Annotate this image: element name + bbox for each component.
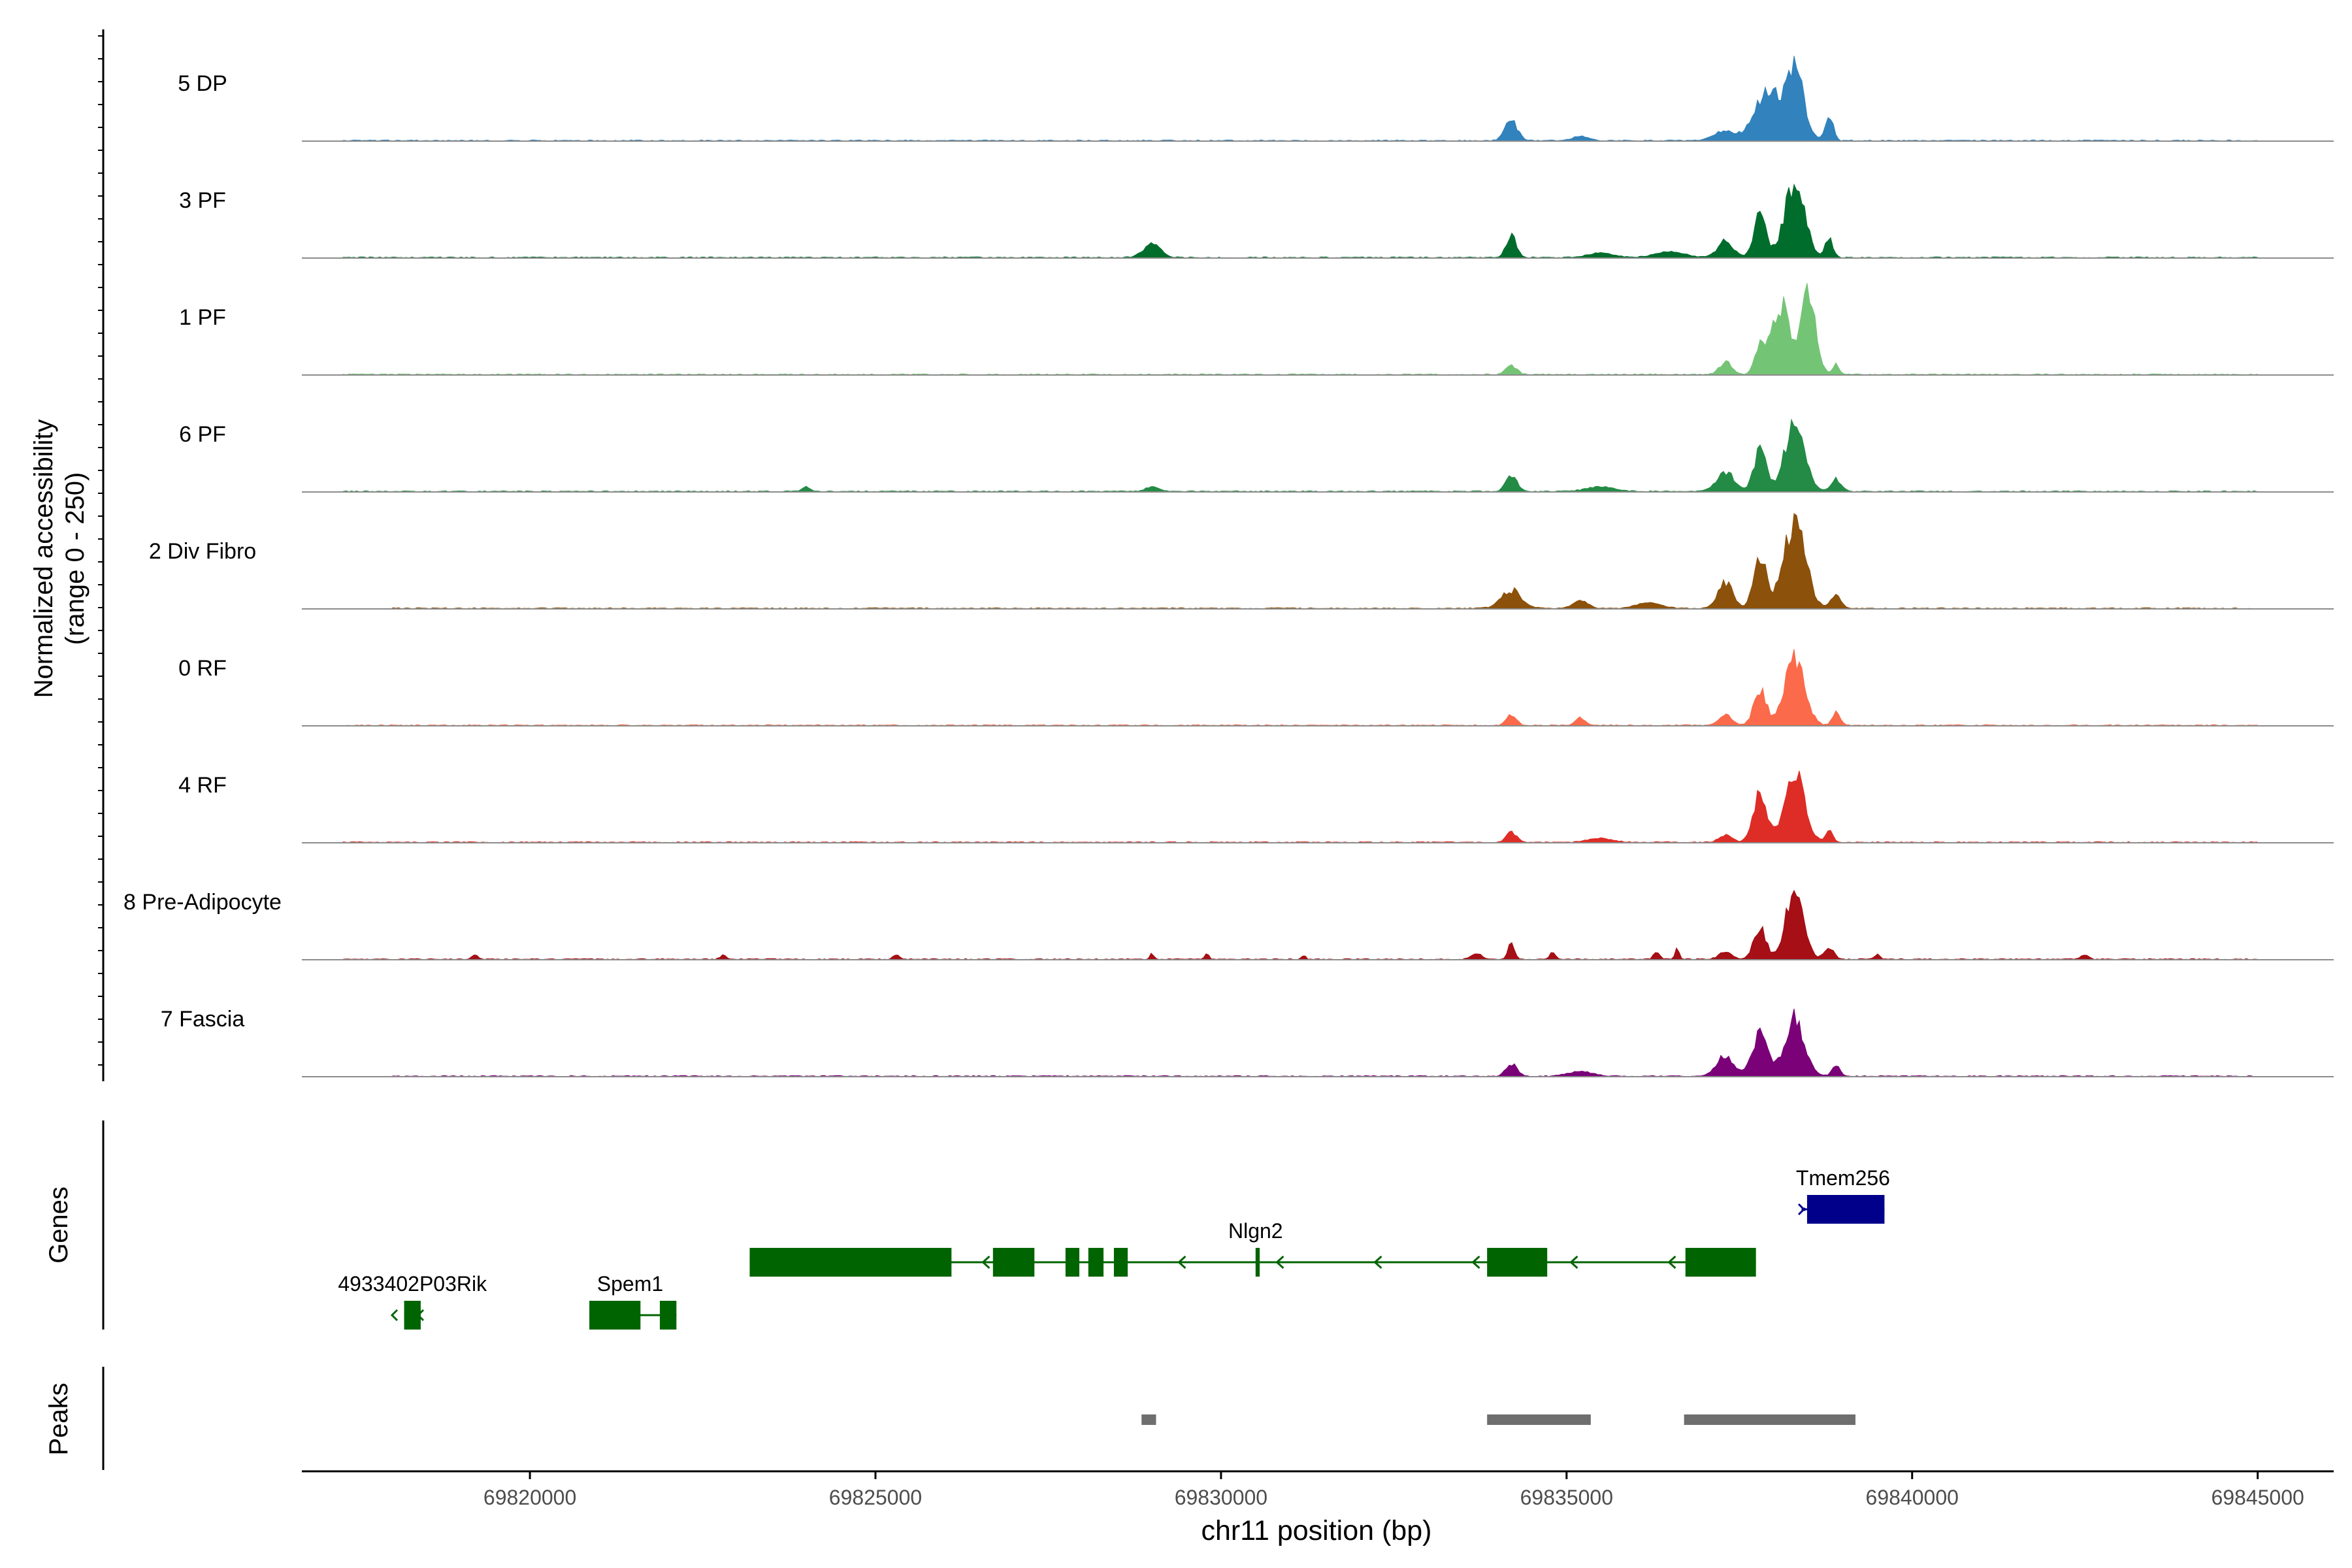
track-label: 5 DP xyxy=(178,71,227,96)
x-tick-label: 69820000 xyxy=(483,1486,576,1509)
gene-spem1: Spem1 xyxy=(589,1272,677,1330)
track-6: 4 RF xyxy=(178,770,2334,843)
peak-region xyxy=(1684,1414,1855,1425)
gene-exon xyxy=(589,1301,641,1330)
strand-arrow xyxy=(1797,1203,1806,1216)
peak-region xyxy=(1141,1414,1156,1425)
y-axis-range: (range 0 - 250) xyxy=(61,472,90,645)
gene-tmem256: Tmem256 xyxy=(1796,1166,1890,1224)
gene-exon xyxy=(749,1248,952,1277)
genes-title: Genes xyxy=(44,1186,73,1264)
track-label: 1 PF xyxy=(179,305,226,330)
x-axis-title: chr11 position (bp) xyxy=(1201,1515,1432,1546)
gene-label: Tmem256 xyxy=(1796,1166,1890,1190)
gene-4933402p03rik: 4933402P03Rik xyxy=(338,1272,487,1330)
peak-region xyxy=(1487,1414,1591,1425)
coverage-y-ticks xyxy=(98,35,103,1066)
strand-arrow xyxy=(1177,1255,1186,1269)
x-tick-label: 69840000 xyxy=(1866,1486,1959,1509)
gene-label: Spem1 xyxy=(597,1272,663,1296)
track-label: 2 Div Fibro xyxy=(149,539,256,564)
gene-exon xyxy=(659,1301,677,1330)
y-axis-title: Normalized accessibility xyxy=(29,419,58,698)
track-3: 6 PF xyxy=(179,418,2334,493)
gene-label: Nlgn2 xyxy=(1228,1219,1283,1243)
coverage-area xyxy=(302,283,2334,376)
gene-exon xyxy=(1255,1248,1260,1277)
strand-arrow xyxy=(1373,1255,1382,1269)
peak-regions xyxy=(1141,1414,1855,1425)
x-axis-ticks: 69820000 69825000 69830000 69835000 69840000… xyxy=(483,1471,2304,1509)
gene-exon xyxy=(1685,1248,1756,1277)
coverage-area xyxy=(302,183,2334,259)
gene-exon xyxy=(1806,1195,1885,1224)
coverage-area xyxy=(302,649,2334,727)
gene-exon xyxy=(1065,1248,1080,1277)
track-1: 3 PF xyxy=(179,183,2334,259)
track-label: 3 PF xyxy=(179,188,226,213)
track-0: 5 DP xyxy=(178,56,2334,142)
gene-label: 4933402P03Rik xyxy=(338,1272,487,1296)
x-tick-label: 69830000 xyxy=(1175,1486,1267,1509)
strand-arrow xyxy=(1667,1255,1676,1269)
strand-arrow xyxy=(981,1255,990,1269)
track-label: 4 RF xyxy=(178,773,227,798)
coverage-area xyxy=(302,1008,2334,1077)
strand-arrow xyxy=(1471,1255,1480,1269)
track-2: 1 PF xyxy=(179,283,2334,376)
gene-nlgn2: Nlgn2 xyxy=(749,1219,1756,1277)
gene-exon xyxy=(992,1248,1035,1277)
x-tick-label: 69845000 xyxy=(2211,1486,2304,1509)
strand-arrow xyxy=(416,1309,425,1322)
coverage-tracks: 5 DP 3 PF 1 PF 6 PF 2 Div Fibro 0 RF 4 RF 8 Pre… xyxy=(123,56,2334,1077)
track-4: 2 Div Fibro xyxy=(149,513,2334,610)
track-label: 0 RF xyxy=(178,656,227,681)
coverage-area xyxy=(302,889,2334,960)
track-label: 7 Fascia xyxy=(161,1007,245,1032)
strand-arrow xyxy=(1275,1255,1284,1269)
track-label: 8 Pre-Adipocyte xyxy=(123,890,282,915)
coverage-area xyxy=(302,770,2334,843)
track-7: 8 Pre-Adipocyte xyxy=(123,889,2334,960)
gene-exon xyxy=(1113,1248,1128,1277)
gene-exon xyxy=(1088,1248,1104,1277)
peaks-title: Peaks xyxy=(44,1382,73,1455)
x-tick-label: 69825000 xyxy=(829,1486,922,1509)
coverage-area xyxy=(302,513,2334,610)
strand-arrow xyxy=(390,1309,399,1322)
x-tick-label: 69835000 xyxy=(1520,1486,1613,1509)
coverage-area xyxy=(302,56,2334,142)
coverage-area xyxy=(302,418,2334,493)
track-5: 0 RF xyxy=(178,649,2334,727)
track-label: 6 PF xyxy=(179,422,226,447)
track-8: 7 Fascia xyxy=(161,1007,2334,1077)
gene-exon xyxy=(1487,1248,1548,1277)
gene-annotations: 4933402P03Rik Spem1 Nlgn2 Tmem256 xyxy=(338,1166,1890,1330)
strand-arrow xyxy=(1569,1255,1578,1269)
